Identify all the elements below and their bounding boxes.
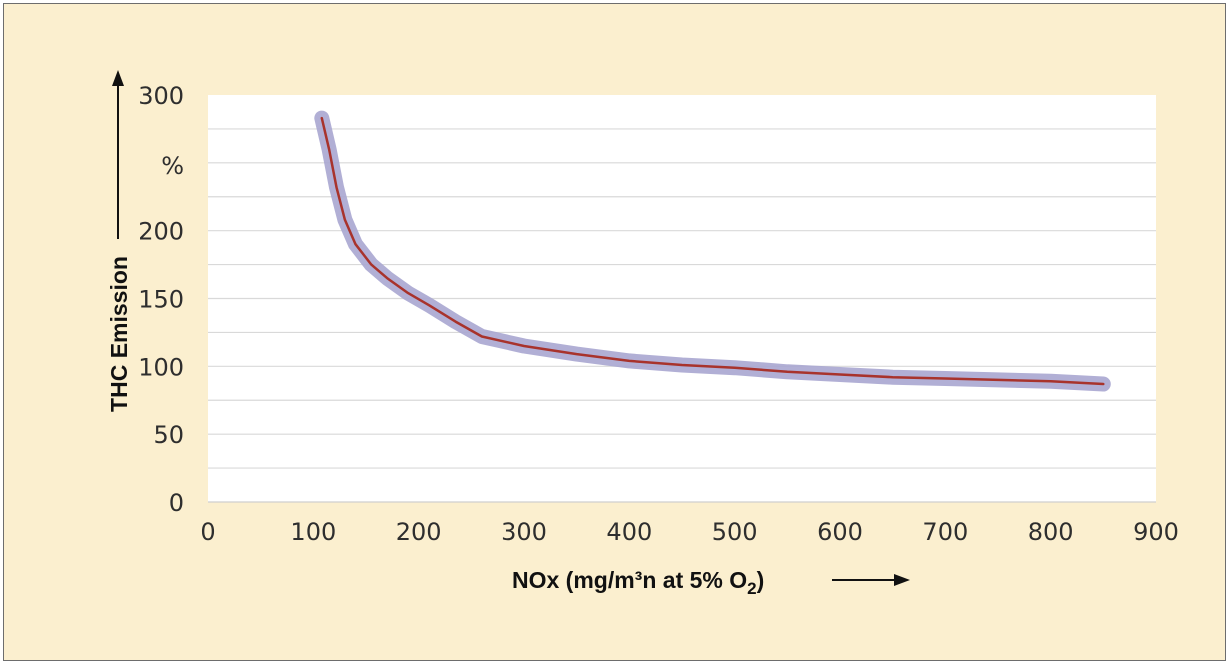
y-tick-label: 50	[153, 421, 184, 449]
x-axis-title-subscript: 2	[747, 579, 756, 598]
x-tick-label: 800	[1028, 518, 1074, 546]
y-axis-arrow-head-icon	[112, 70, 124, 86]
x-tick-label: 0	[200, 518, 215, 546]
line-chart: 0 50 100 150 200 300 0 100 200 300 400 500 600 700 80…	[106, 70, 1179, 598]
x-tick-label: 200	[396, 518, 442, 546]
gridlines	[208, 128, 1156, 503]
y-unit-label: %	[161, 152, 184, 180]
series-layer	[314, 110, 1111, 392]
series-line	[320, 116, 1105, 386]
y-tick-label: 100	[138, 353, 184, 381]
y-tick-label: 150	[138, 286, 184, 314]
x-tick-labels: 0 100 200 300 400 500 600 700 800 900	[200, 518, 1179, 546]
y-tick-label: 200	[138, 218, 184, 246]
x-tick-label: 400	[606, 518, 652, 546]
y-tick-label: 300	[138, 82, 184, 110]
x-tick-label: 900	[1133, 518, 1179, 546]
x-axis-title: NOx (mg/m³n at 5% O2)	[512, 567, 764, 598]
x-tick-label: 600	[817, 518, 863, 546]
x-axis-arrow-head-icon	[894, 574, 910, 586]
y-axis-title-group: THC Emission	[106, 70, 132, 412]
y-tick-label: 0	[169, 489, 184, 517]
x-tick-label: 300	[501, 518, 547, 546]
y-tick-labels: 0 50 100 150 200 300	[138, 82, 184, 517]
y-axis-title: THC Emission	[106, 256, 132, 412]
figure-frame: 0 50 100 150 200 300 0 100 200 300 400 500 600 700 80…	[3, 3, 1226, 661]
x-axis-title-group: NOx (mg/m³n at 5% O2)	[512, 567, 910, 598]
x-tick-label: 500	[712, 518, 758, 546]
x-tick-label: 700	[922, 518, 968, 546]
x-tick-label: 100	[290, 518, 336, 546]
